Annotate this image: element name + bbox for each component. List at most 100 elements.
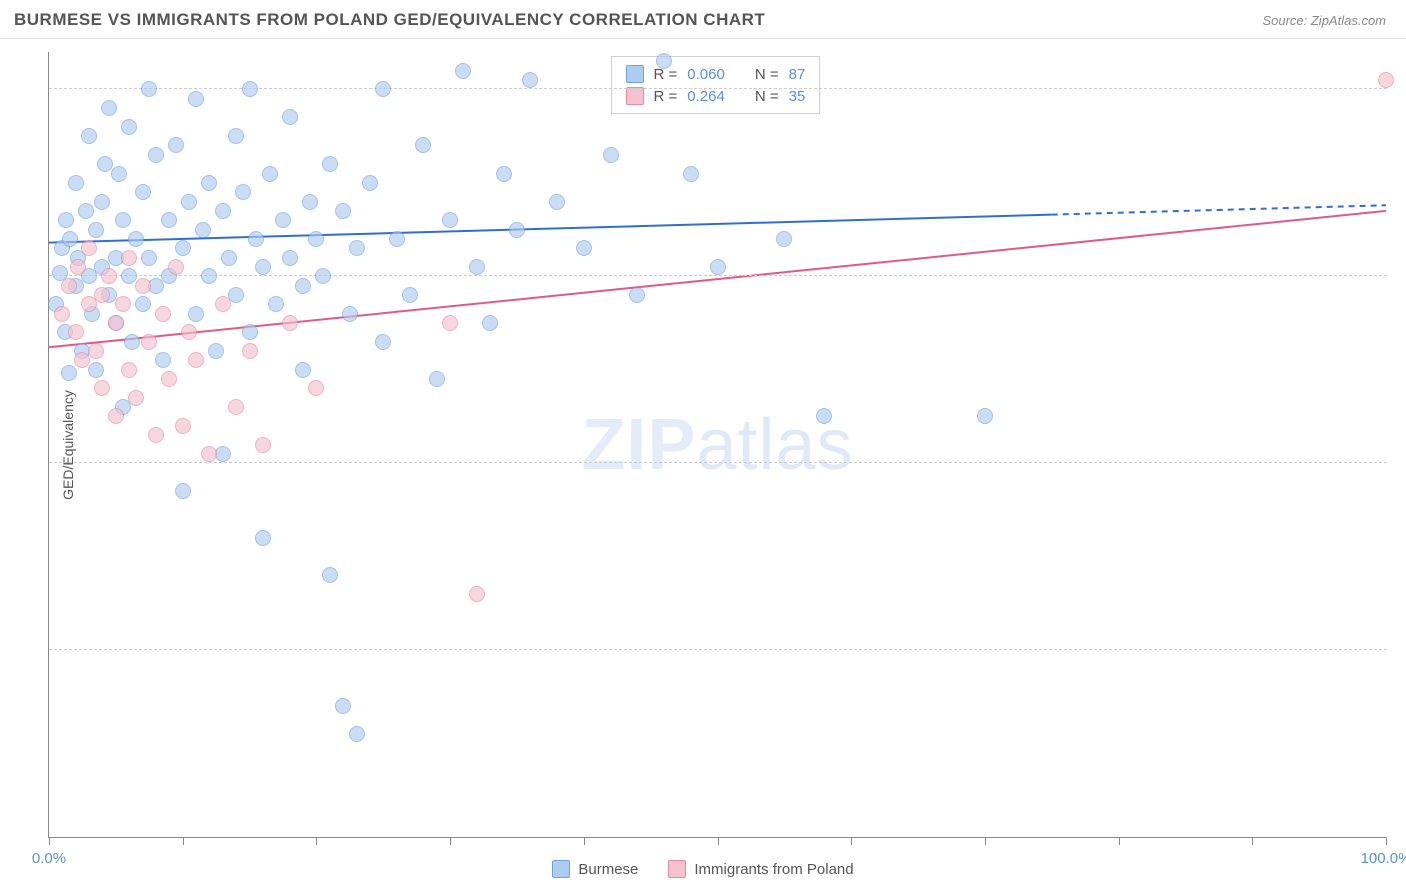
legend-r-value: 0.060 xyxy=(687,66,725,83)
data-point-poland xyxy=(108,315,124,331)
data-point-burmese xyxy=(402,287,418,303)
chart-header: BURMESE VS IMMIGRANTS FROM POLAND GED/EQ… xyxy=(0,0,1406,39)
data-point-poland xyxy=(201,446,217,462)
data-point-burmese xyxy=(255,259,271,275)
legend-swatch xyxy=(626,65,644,83)
data-point-burmese xyxy=(242,324,258,340)
data-point-burmese xyxy=(496,166,512,182)
data-point-burmese xyxy=(375,81,391,97)
data-point-burmese xyxy=(201,175,217,191)
data-point-burmese xyxy=(776,231,792,247)
data-point-poland xyxy=(54,306,70,322)
data-point-poland xyxy=(128,390,144,406)
data-point-burmese xyxy=(101,100,117,116)
data-point-burmese xyxy=(816,408,832,424)
x-tick xyxy=(584,837,585,845)
data-point-burmese xyxy=(175,483,191,499)
data-point-burmese xyxy=(977,408,993,424)
y-tick-label: 80.0% xyxy=(1394,455,1406,472)
data-point-burmese xyxy=(188,306,204,322)
data-point-burmese xyxy=(141,81,157,97)
legend-label: Burmese xyxy=(578,861,638,878)
data-point-poland xyxy=(181,324,197,340)
chart-title: BURMESE VS IMMIGRANTS FROM POLAND GED/EQ… xyxy=(14,10,765,30)
data-point-poland xyxy=(469,586,485,602)
data-point-poland xyxy=(121,250,137,266)
data-point-burmese xyxy=(161,212,177,228)
data-point-poland xyxy=(101,268,117,284)
x-tick xyxy=(851,837,852,845)
data-point-burmese xyxy=(61,365,77,381)
x-tick xyxy=(1386,837,1387,845)
data-point-burmese xyxy=(228,128,244,144)
data-point-burmese xyxy=(282,250,298,266)
data-point-poland xyxy=(442,315,458,331)
data-point-poland xyxy=(168,259,184,275)
data-point-burmese xyxy=(228,287,244,303)
data-point-burmese xyxy=(155,352,171,368)
data-point-burmese xyxy=(509,222,525,238)
data-point-poland xyxy=(242,343,258,359)
data-point-burmese xyxy=(262,166,278,182)
data-point-burmese xyxy=(549,194,565,210)
data-point-burmese xyxy=(302,194,318,210)
legend-label: Immigrants from Poland xyxy=(694,861,853,878)
y-tick-label: 70.0% xyxy=(1394,642,1406,659)
data-point-burmese xyxy=(576,240,592,256)
gridline xyxy=(49,649,1387,650)
data-point-burmese xyxy=(208,343,224,359)
data-point-burmese xyxy=(135,184,151,200)
chart-area: GED/Equivalency ZIPatlas R =0.060N =87R … xyxy=(48,52,1386,838)
legend-swatch xyxy=(668,860,686,878)
data-point-burmese xyxy=(442,212,458,228)
legend-n-value: 35 xyxy=(789,88,806,105)
data-point-burmese xyxy=(315,268,331,284)
legend-n-prefix: N = xyxy=(755,88,779,105)
x-tick xyxy=(718,837,719,845)
data-point-burmese xyxy=(482,315,498,331)
legend-swatch xyxy=(552,860,570,878)
data-point-poland xyxy=(81,240,97,256)
data-point-burmese xyxy=(362,175,378,191)
data-point-poland xyxy=(88,343,104,359)
legend-n-value: 87 xyxy=(789,66,806,83)
correlation-legend: R =0.060N =87R =0.264N =35 xyxy=(611,56,821,114)
data-point-burmese xyxy=(295,362,311,378)
legend-item-burmese: Burmese xyxy=(552,860,638,878)
y-axis-label: GED/Equivalency xyxy=(60,390,76,500)
data-point-burmese xyxy=(629,287,645,303)
data-point-poland xyxy=(141,334,157,350)
data-point-burmese xyxy=(235,184,251,200)
data-point-poland xyxy=(155,306,171,322)
data-point-burmese xyxy=(141,250,157,266)
data-point-burmese xyxy=(135,296,151,312)
source-attribution: Source: ZipAtlas.com xyxy=(1262,13,1386,28)
data-point-burmese xyxy=(349,240,365,256)
watermark: ZIPatlas xyxy=(581,404,853,486)
data-point-burmese xyxy=(94,194,110,210)
x-tick xyxy=(316,837,317,845)
data-point-burmese xyxy=(275,212,291,228)
data-point-burmese xyxy=(710,259,726,275)
data-point-poland xyxy=(121,362,137,378)
data-point-burmese xyxy=(88,362,104,378)
data-point-burmese xyxy=(342,306,358,322)
x-tick xyxy=(450,837,451,845)
data-point-burmese xyxy=(322,156,338,172)
legend-n-prefix: N = xyxy=(755,66,779,83)
data-point-burmese xyxy=(469,259,485,275)
data-point-burmese xyxy=(683,166,699,182)
data-point-burmese xyxy=(62,231,78,247)
data-point-burmese xyxy=(181,194,197,210)
x-tick xyxy=(183,837,184,845)
data-point-poland xyxy=(282,315,298,331)
data-point-burmese xyxy=(603,147,619,163)
data-point-burmese xyxy=(389,231,405,247)
x-tick xyxy=(1119,837,1120,845)
y-tick-label: 90.0% xyxy=(1394,268,1406,285)
data-point-poland xyxy=(228,399,244,415)
data-point-poland xyxy=(215,296,231,312)
data-point-burmese xyxy=(455,63,471,79)
data-point-burmese xyxy=(282,109,298,125)
data-point-poland xyxy=(70,259,86,275)
